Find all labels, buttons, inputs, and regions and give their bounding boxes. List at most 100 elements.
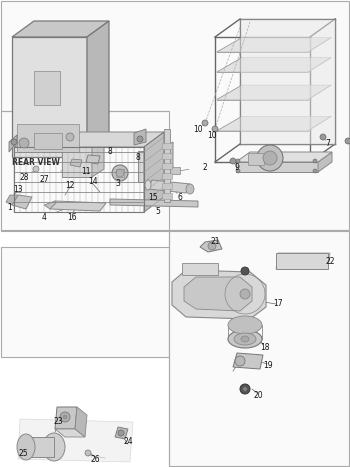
Text: 20: 20 <box>253 390 263 399</box>
Text: 25: 25 <box>18 450 28 459</box>
Circle shape <box>257 145 283 171</box>
Text: 24: 24 <box>123 438 133 446</box>
Text: 12: 12 <box>65 181 75 190</box>
Text: 27: 27 <box>39 175 49 184</box>
Bar <box>34 133 62 149</box>
Circle shape <box>243 387 247 391</box>
Ellipse shape <box>17 434 35 460</box>
Text: 15: 15 <box>148 192 158 201</box>
Text: 22: 22 <box>325 257 335 267</box>
Polygon shape <box>172 270 266 319</box>
Bar <box>182 263 218 275</box>
Bar <box>116 169 124 177</box>
Text: 2: 2 <box>203 163 207 171</box>
Polygon shape <box>115 427 128 439</box>
Text: 8: 8 <box>136 153 140 162</box>
Bar <box>169 231 349 466</box>
Bar <box>276 253 328 269</box>
Circle shape <box>345 138 350 144</box>
Circle shape <box>236 159 240 163</box>
Circle shape <box>19 138 29 148</box>
Polygon shape <box>236 162 318 172</box>
Polygon shape <box>44 201 56 209</box>
Bar <box>162 163 172 169</box>
Text: 17: 17 <box>273 299 283 309</box>
Polygon shape <box>9 135 17 152</box>
Polygon shape <box>12 21 109 37</box>
Circle shape <box>137 136 143 142</box>
Bar <box>162 183 172 189</box>
Polygon shape <box>236 152 332 162</box>
Text: 21: 21 <box>210 238 220 247</box>
Ellipse shape <box>186 184 194 194</box>
Polygon shape <box>6 195 18 205</box>
Circle shape <box>112 165 128 181</box>
Polygon shape <box>55 407 77 429</box>
Bar <box>1 247 169 357</box>
Polygon shape <box>55 429 85 437</box>
Circle shape <box>313 169 317 173</box>
Polygon shape <box>276 253 330 269</box>
Bar <box>162 193 172 199</box>
Text: 19: 19 <box>263 361 273 369</box>
Text: 7: 7 <box>326 140 330 149</box>
Circle shape <box>263 151 277 165</box>
Text: 10: 10 <box>193 125 203 134</box>
Polygon shape <box>184 277 252 311</box>
Circle shape <box>11 139 17 145</box>
Bar <box>14 147 144 212</box>
Ellipse shape <box>241 336 249 342</box>
Ellipse shape <box>43 433 65 461</box>
Bar <box>162 143 172 149</box>
Bar <box>26 437 54 457</box>
Bar <box>1 111 169 231</box>
Text: 4: 4 <box>42 212 47 221</box>
Polygon shape <box>62 147 92 177</box>
Polygon shape <box>62 139 104 147</box>
Polygon shape <box>240 19 335 144</box>
Bar <box>162 173 172 179</box>
Ellipse shape <box>228 316 262 334</box>
Polygon shape <box>318 152 332 172</box>
Text: 26: 26 <box>90 454 100 464</box>
Bar <box>248 153 264 165</box>
Circle shape <box>212 126 218 132</box>
Polygon shape <box>138 151 160 182</box>
Text: 10: 10 <box>207 130 217 140</box>
Circle shape <box>320 134 326 140</box>
Bar <box>17 124 79 152</box>
Polygon shape <box>87 21 109 157</box>
Text: 16: 16 <box>67 212 77 221</box>
Circle shape <box>235 356 245 366</box>
Bar <box>34 71 60 105</box>
Circle shape <box>66 133 74 141</box>
Polygon shape <box>12 37 87 157</box>
Text: 5: 5 <box>155 206 160 215</box>
Polygon shape <box>134 129 146 145</box>
Circle shape <box>313 159 317 163</box>
Circle shape <box>118 430 124 436</box>
Text: REAR VIEW: REAR VIEW <box>12 158 60 167</box>
Ellipse shape <box>145 180 151 190</box>
Text: 8: 8 <box>108 148 112 156</box>
Text: 18: 18 <box>260 342 270 352</box>
Circle shape <box>208 242 216 250</box>
Polygon shape <box>217 38 331 52</box>
Text: 9: 9 <box>234 163 239 172</box>
Text: 3: 3 <box>116 178 120 187</box>
Circle shape <box>63 415 67 419</box>
Polygon shape <box>75 407 87 437</box>
Ellipse shape <box>228 330 262 348</box>
Bar <box>164 129 170 202</box>
Polygon shape <box>70 159 82 167</box>
Bar <box>1 1 349 230</box>
Circle shape <box>240 289 250 299</box>
Circle shape <box>202 120 208 126</box>
Polygon shape <box>86 155 100 164</box>
Polygon shape <box>160 142 173 182</box>
Polygon shape <box>110 199 198 207</box>
Polygon shape <box>50 201 106 211</box>
Text: 1: 1 <box>8 203 12 212</box>
Circle shape <box>230 158 236 164</box>
Text: 14: 14 <box>88 177 98 186</box>
